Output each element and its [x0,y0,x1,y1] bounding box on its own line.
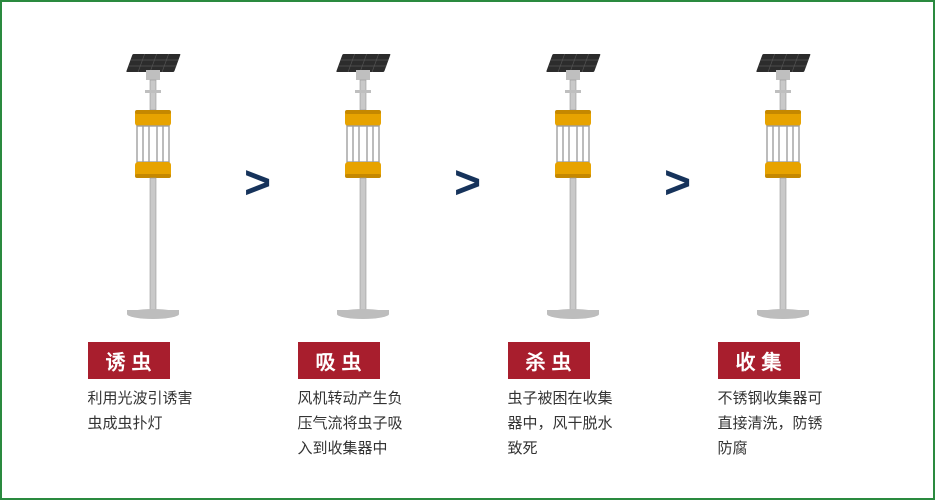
step-label: 吸虫 [298,342,380,379]
chevron-right-icon: > [653,159,703,205]
step-desc: 不锈钢收集器可直接清洗，防锈防腐 [703,387,863,461]
device-attract [73,52,233,332]
step-label: 收集 [718,342,800,379]
label-slot-collect: 收集 [703,342,863,379]
step-desc: 风机转动产生负压气流将虫子吸入到收集器中 [283,387,443,461]
step-label: 诱虫 [88,342,170,379]
device-kill [493,52,653,332]
device-suck [283,52,443,332]
step-desc: 虫子被困在收集器中，风干脱水致死 [493,387,653,461]
step-desc: 利用光波引诱害虫成虫扑灯 [73,387,233,437]
label-slot-kill: 杀虫 [493,342,653,379]
chevron-right-icon: > [443,159,493,205]
label-slot-attract: 诱虫 [73,342,233,379]
step-label: 杀虫 [508,342,590,379]
labels-row: 诱虫 吸虫 杀虫 收集 [2,342,933,379]
device-icon [537,52,609,332]
label-slot-suck: 吸虫 [283,342,443,379]
diagram-frame: > [0,0,935,500]
desc-row: 利用光波引诱害虫成虫扑灯风机转动产生负压气流将虫子吸入到收集器中虫子被困在收集器… [2,387,933,461]
device-icon [747,52,819,332]
chevron-right-icon: > [233,159,283,205]
device-icon [327,52,399,332]
devices-row: > [2,52,933,332]
device-icon [117,52,189,332]
device-collect [703,52,863,332]
